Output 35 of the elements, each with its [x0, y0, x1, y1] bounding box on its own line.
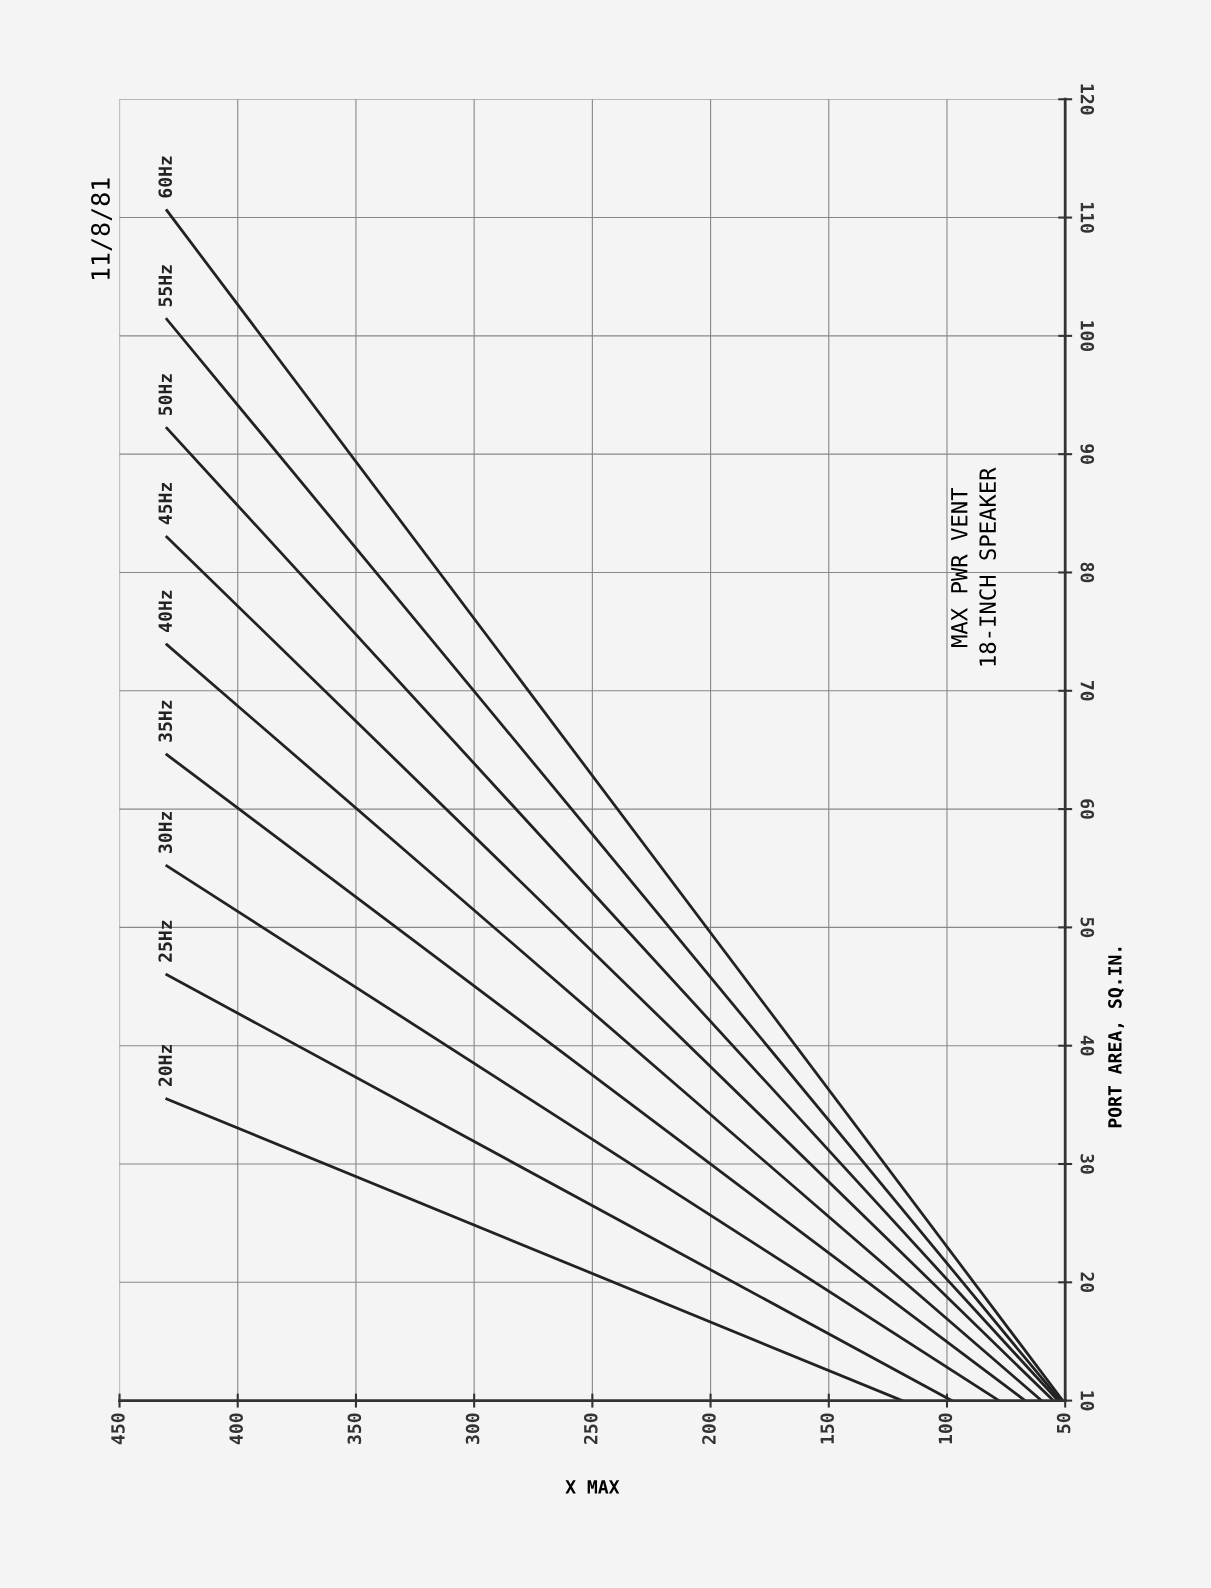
x-tick-label: 450 — [111, 1413, 125, 1445]
y-tick-label: 10 — [1080, 1391, 1095, 1411]
y-tick-label: 80 — [1080, 562, 1095, 583]
text: 50Hz — [158, 374, 173, 416]
y-tick-label: 50 — [1080, 917, 1095, 938]
x-tick-label: 150 — [820, 1413, 835, 1444]
x-axis-title: X MAX — [565, 1480, 620, 1494]
text: 40Hz — [158, 590, 173, 632]
text: 25Hz — [158, 920, 173, 962]
text: 18-INCH SPEAKER — [979, 467, 997, 666]
y-axis-title: PORT AREA, SQ.IN. — [1108, 947, 1124, 1128]
text: 11/8/81 — [91, 178, 112, 280]
y-tick-label: 100 — [1080, 321, 1095, 352]
x-tick-label: 350 — [347, 1413, 362, 1444]
y-tick-label: 120 — [1080, 84, 1095, 115]
text: MAX PWR VENT — [951, 487, 968, 648]
x-tick-label: 100 — [938, 1413, 953, 1444]
x-tick-label: 250 — [583, 1413, 598, 1445]
text: 35Hz — [158, 700, 173, 742]
text: 20Hz — [158, 1044, 173, 1087]
x-tick-label: 200 — [702, 1413, 716, 1445]
x-tick-label: 400 — [229, 1413, 243, 1445]
text: 55Hz — [158, 265, 173, 307]
y-tick-label: 90 — [1080, 444, 1095, 464]
y-tick-label: 110 — [1080, 202, 1095, 233]
text: 45Hz — [158, 483, 173, 525]
text: 60Hz — [158, 156, 173, 198]
y-tick-label: 40 — [1080, 1035, 1095, 1056]
x-tick-label: 50 — [1056, 1413, 1071, 1433]
text: 30Hz — [158, 811, 173, 853]
y-tick-label: 30 — [1080, 1154, 1095, 1174]
y-tick-label: 70 — [1080, 681, 1095, 701]
x-tick-label: 300 — [465, 1413, 480, 1444]
y-tick-label: 20 — [1080, 1272, 1095, 1293]
y-tick-label: 60 — [1080, 799, 1095, 819]
